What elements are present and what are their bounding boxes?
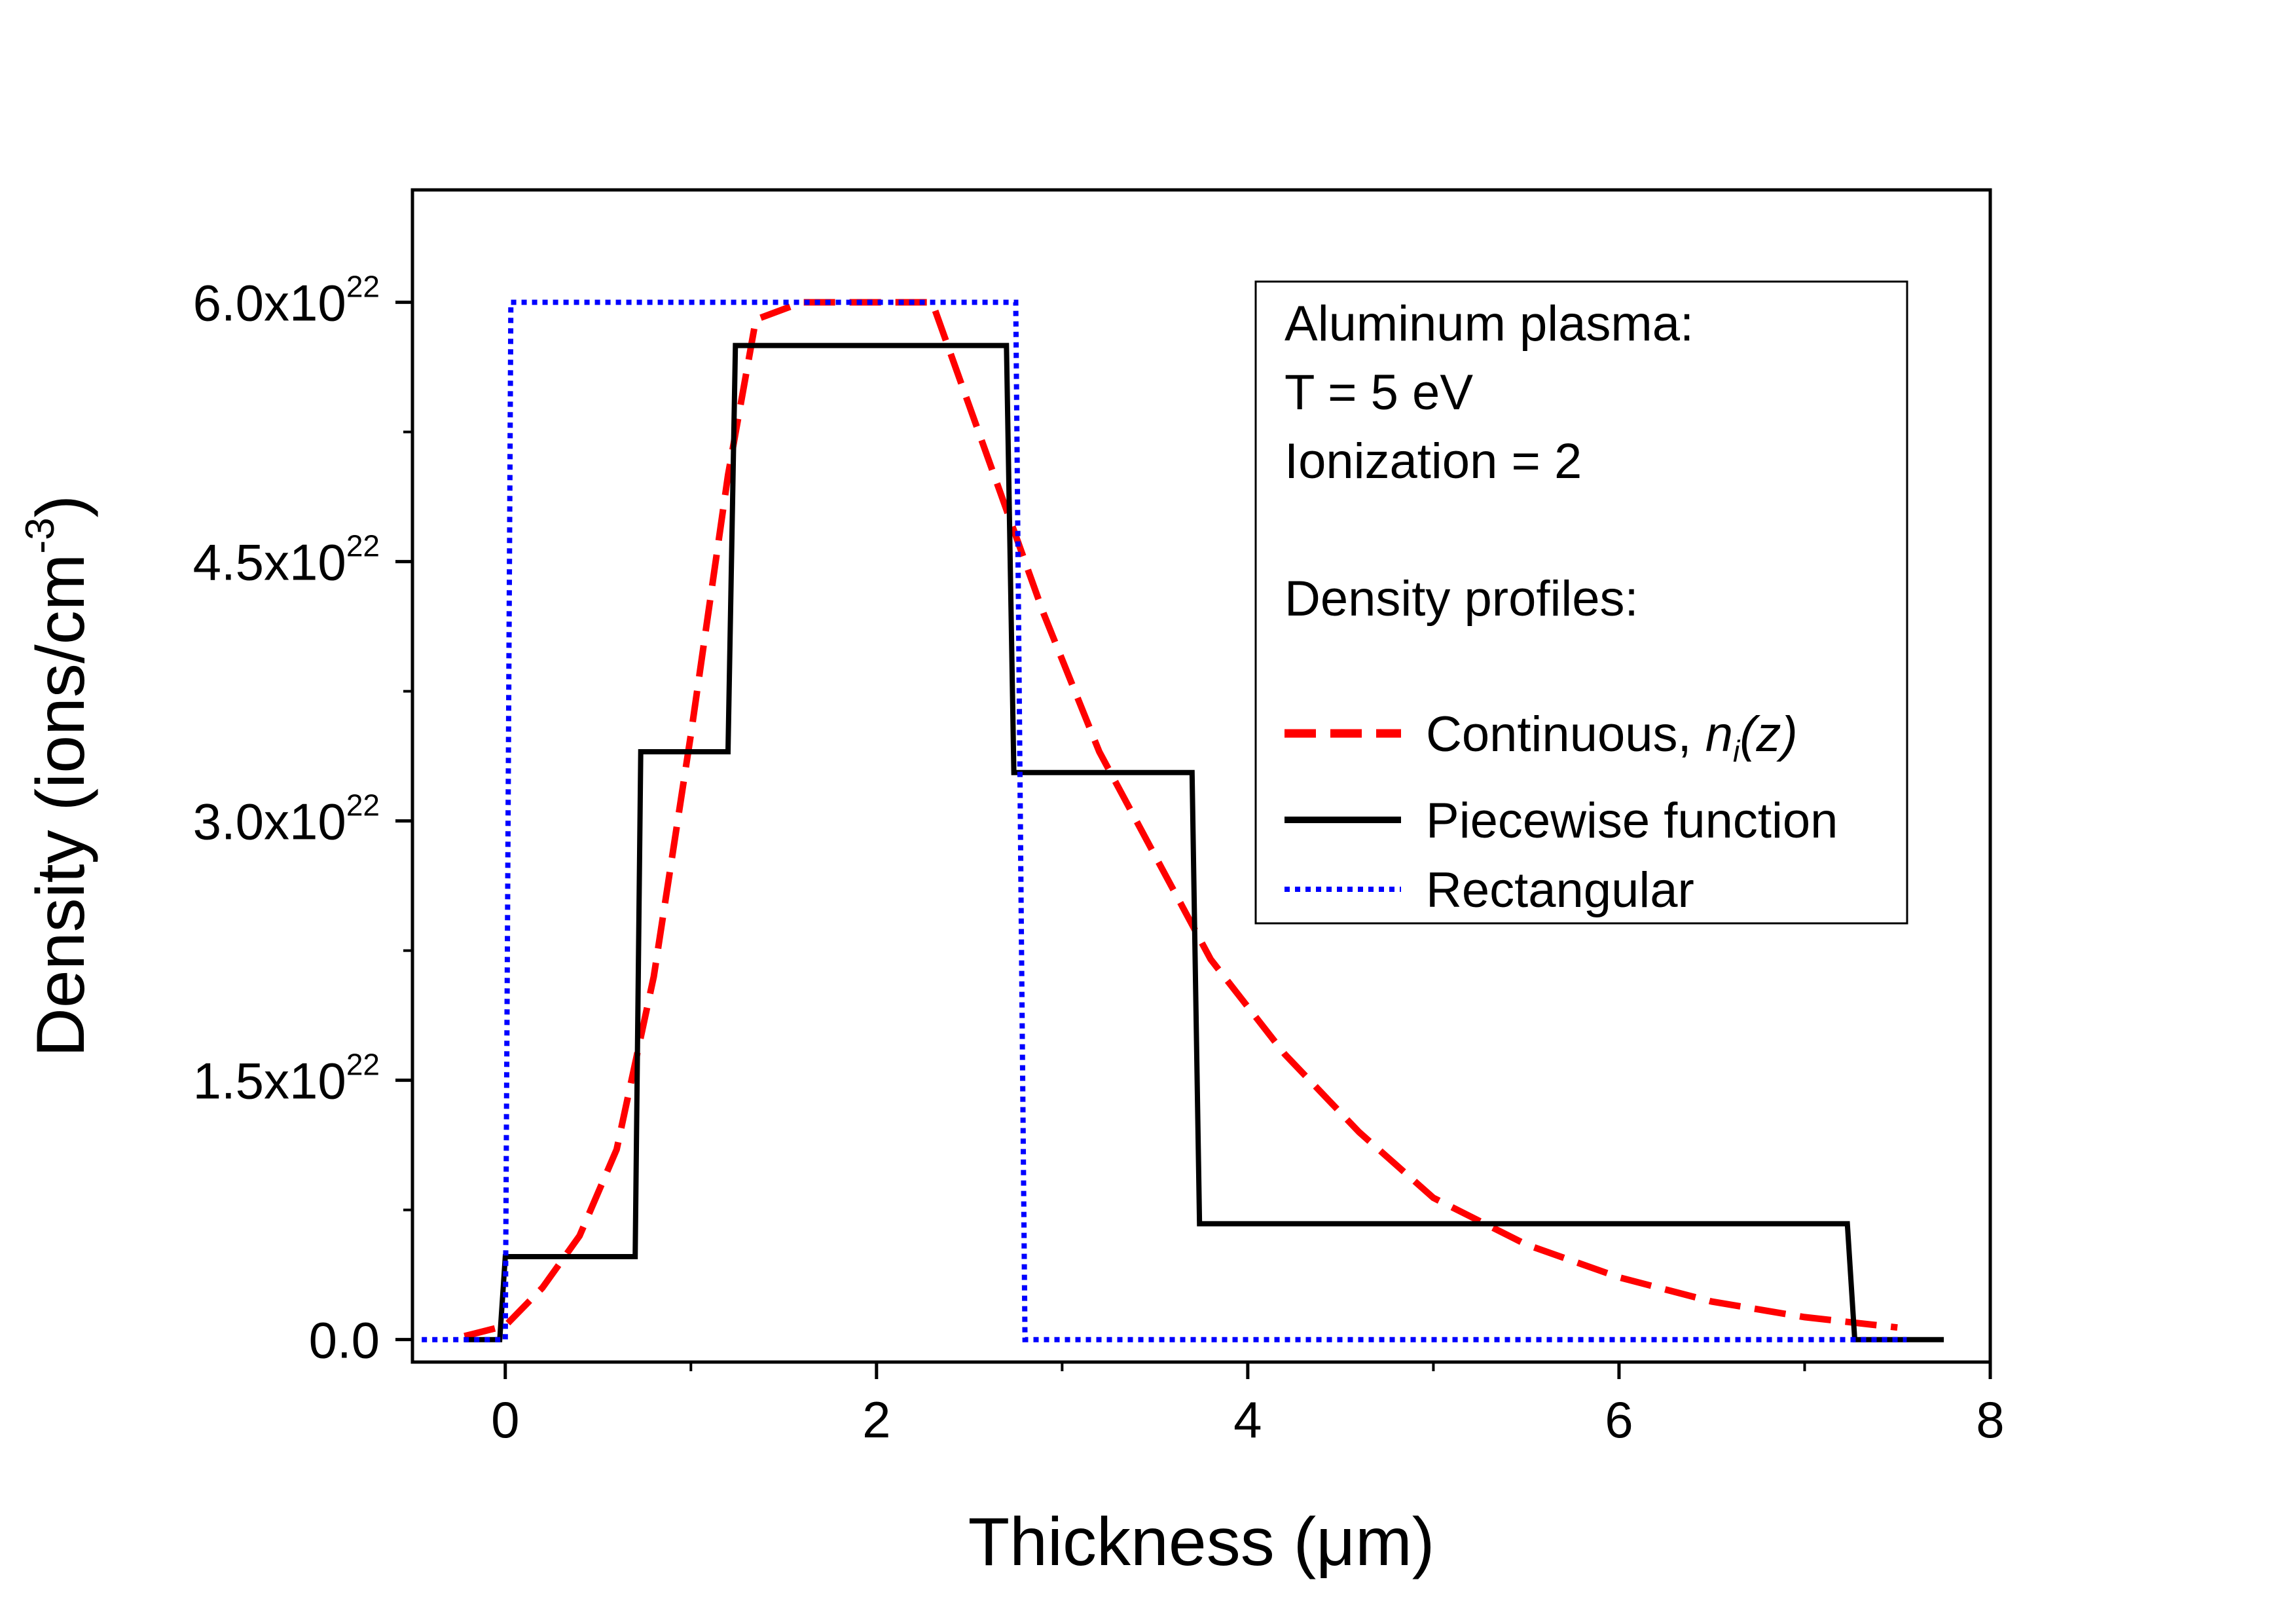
legend-header-2: Ionization = 2 [1285,434,1582,489]
legend-label-continuous: Continuous, ni(z) [1426,707,1798,768]
y-axis-label-end: ) [23,495,99,518]
legend-label-continuous-sub: i [1733,734,1741,768]
legend: Aluminum plasma: T = 5 eV Ionization = 2… [1254,280,1908,925]
series-piecewise [464,342,1944,1342]
legend-label-continuous-text: Continuous, [1426,707,1705,762]
y-axis-label-main: Density (ions/cm [23,554,99,1058]
series-layer [422,299,1944,1342]
x-tick-label: 4 [1233,1391,1262,1449]
y-axis: 0.0 1.5x1022 3.0x1022 4.5x1022 6.0x1022 [193,270,412,1369]
y-tick-label: 0.0 [309,1312,380,1369]
x-tick-label: 2 [862,1391,890,1449]
y-tick-label: 3.0x1022 [193,788,380,851]
x-tick-label: 6 [1605,1391,1633,1449]
series-continuous [464,299,1898,1340]
legend-label-piecewise: Piecewise function [1426,793,1838,849]
y-tick-label: 4.5x1022 [193,529,380,591]
legend-label-rectangular: Rectangular [1426,862,1694,918]
x-tick-label: 8 [1976,1391,2004,1449]
legend-label-continuous-n: n [1705,707,1733,762]
legend-header-1: T = 5 eV [1285,365,1473,420]
legend-header-4: Density profiles: [1285,571,1639,627]
x-tick-label: 0 [491,1391,519,1449]
x-axis: 0 2 4 6 8 [491,1362,2005,1449]
plot-frame [410,188,1992,1364]
y-axis-label-sup: -3 [18,517,63,553]
series-rectangular [422,299,1907,1342]
y-axis-label: Density (ions/cm-3) [18,495,99,1057]
x-axis-label: Thickness (μm) [968,1504,1435,1580]
legend-label-continuous-end: (z) [1740,707,1798,762]
legend-box [1254,280,1908,925]
y-tick-label: 1.5x1022 [193,1048,380,1110]
legend-header-0: Aluminum plasma: [1285,296,1694,352]
y-tick-label: 6.0x1022 [193,270,380,332]
